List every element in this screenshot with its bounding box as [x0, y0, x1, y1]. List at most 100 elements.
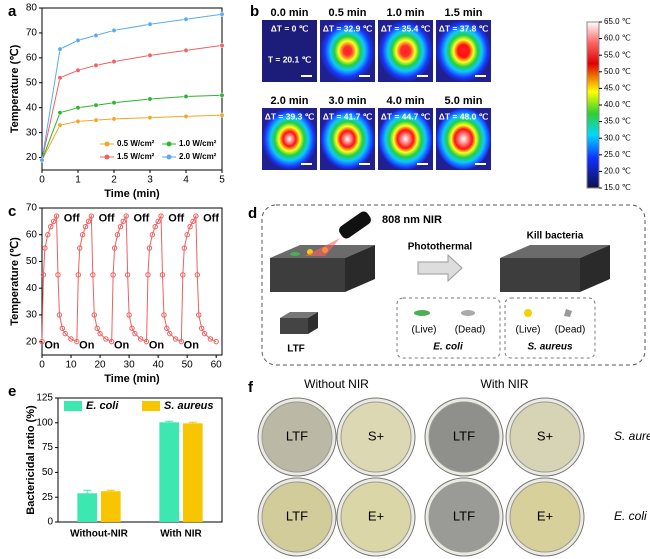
point — [97, 330, 103, 337]
annotation: On — [114, 340, 130, 352]
point — [39, 338, 45, 345]
point — [124, 272, 131, 278]
bar — [77, 493, 98, 522]
point — [40, 272, 47, 278]
point — [75, 37, 81, 43]
point — [155, 218, 161, 225]
bar — [159, 422, 180, 522]
annotation: Off — [203, 213, 219, 225]
dish-label: LTF — [286, 508, 308, 523]
point — [75, 118, 81, 124]
colorbar — [586, 21, 600, 189]
y-axis-label: Bactericidal ratio (%) — [25, 405, 37, 515]
slab-side — [345, 245, 375, 292]
point — [164, 325, 170, 331]
time-label: 0.0 min — [271, 7, 309, 19]
point — [213, 338, 219, 345]
y-tick-label: 0 — [47, 517, 53, 528]
colorbar-label: 55.0 ℃ — [604, 50, 631, 59]
legend-label: 1.0 W/cm² — [179, 139, 217, 148]
point — [57, 46, 63, 52]
point — [172, 336, 179, 342]
point — [90, 272, 96, 278]
point — [111, 59, 117, 65]
panel-label: e — [8, 383, 16, 400]
point — [145, 272, 151, 278]
legend-marker — [104, 154, 110, 160]
plot-frame — [41, 207, 223, 356]
y-tick-label: 50 — [26, 256, 38, 267]
y-axis-label: Temperature (℃) — [9, 44, 21, 133]
live-label: (Live) — [411, 325, 436, 336]
process-label: Photothermal — [408, 242, 473, 253]
point — [75, 105, 81, 111]
dish-label: S+ — [368, 428, 384, 443]
x-tick-label: 30 — [124, 360, 136, 371]
x-tick-label: Without-NIR — [70, 529, 128, 540]
annotation: On — [184, 340, 200, 352]
legend-swatch — [142, 401, 160, 411]
point — [147, 96, 153, 102]
point — [94, 325, 100, 331]
plot-frame — [57, 397, 223, 523]
arrow — [417, 253, 463, 283]
point — [120, 218, 126, 225]
point — [111, 116, 117, 122]
annotation: Off — [99, 213, 115, 225]
point — [50, 218, 57, 225]
point — [88, 213, 95, 219]
petri-dish — [340, 481, 412, 553]
time-label: 4.0 min — [387, 95, 425, 107]
x-tick-label: 20 — [95, 360, 107, 371]
y-tick-label: 40 — [26, 283, 38, 294]
x-tick-label: 0 — [39, 175, 45, 186]
delta-label: ΔT = 32.9 ℃ — [323, 23, 373, 33]
point — [183, 47, 189, 53]
point — [79, 232, 86, 238]
x-tick-label: 3 — [147, 175, 153, 186]
annotation: On — [149, 340, 165, 352]
point — [91, 312, 97, 318]
dashed-frame — [261, 204, 646, 366]
y-tick-label: 30 — [26, 310, 38, 321]
legend-marker — [166, 154, 172, 160]
petri-dish — [428, 481, 500, 553]
point — [77, 245, 83, 251]
point — [93, 117, 99, 123]
y-tick-label: 75 — [42, 442, 54, 453]
point — [48, 224, 54, 230]
point — [111, 27, 117, 33]
delta-label: ΔT = 41.7 ℃ — [323, 111, 373, 121]
point — [147, 21, 153, 27]
point — [201, 330, 208, 337]
y-tick-label: 70 — [26, 203, 38, 214]
colorbar-label: 50.0 ℃ — [604, 67, 631, 76]
thermal-image — [320, 20, 375, 82]
saureus-dead — [564, 309, 572, 317]
species-label: S. aureus — [527, 342, 572, 353]
x-tick-label: 4 — [183, 175, 189, 186]
error-bar — [106, 489, 115, 493]
column-label: With NIR — [481, 377, 529, 391]
panel-label: c — [8, 203, 16, 220]
thermal-image — [378, 108, 433, 170]
result-label: Kill bacteria — [527, 231, 584, 242]
point — [55, 272, 61, 278]
laser-label: 808 nm NIR — [382, 214, 442, 226]
dish-label: LTF — [286, 428, 308, 443]
point — [126, 312, 132, 318]
error-bar — [165, 420, 174, 424]
point — [183, 16, 189, 22]
dish-label: S+ — [537, 428, 553, 443]
series-line — [41, 94, 223, 161]
point — [194, 272, 201, 278]
point — [103, 336, 109, 342]
point — [75, 272, 81, 278]
legend-marker — [166, 141, 172, 147]
point — [147, 115, 153, 121]
annotation: Off — [64, 213, 80, 225]
x-tick-label: 2 — [111, 175, 117, 186]
x-tick-label: With NIR — [160, 529, 202, 540]
point — [183, 94, 189, 99]
dish-label: LTF — [453, 428, 475, 443]
